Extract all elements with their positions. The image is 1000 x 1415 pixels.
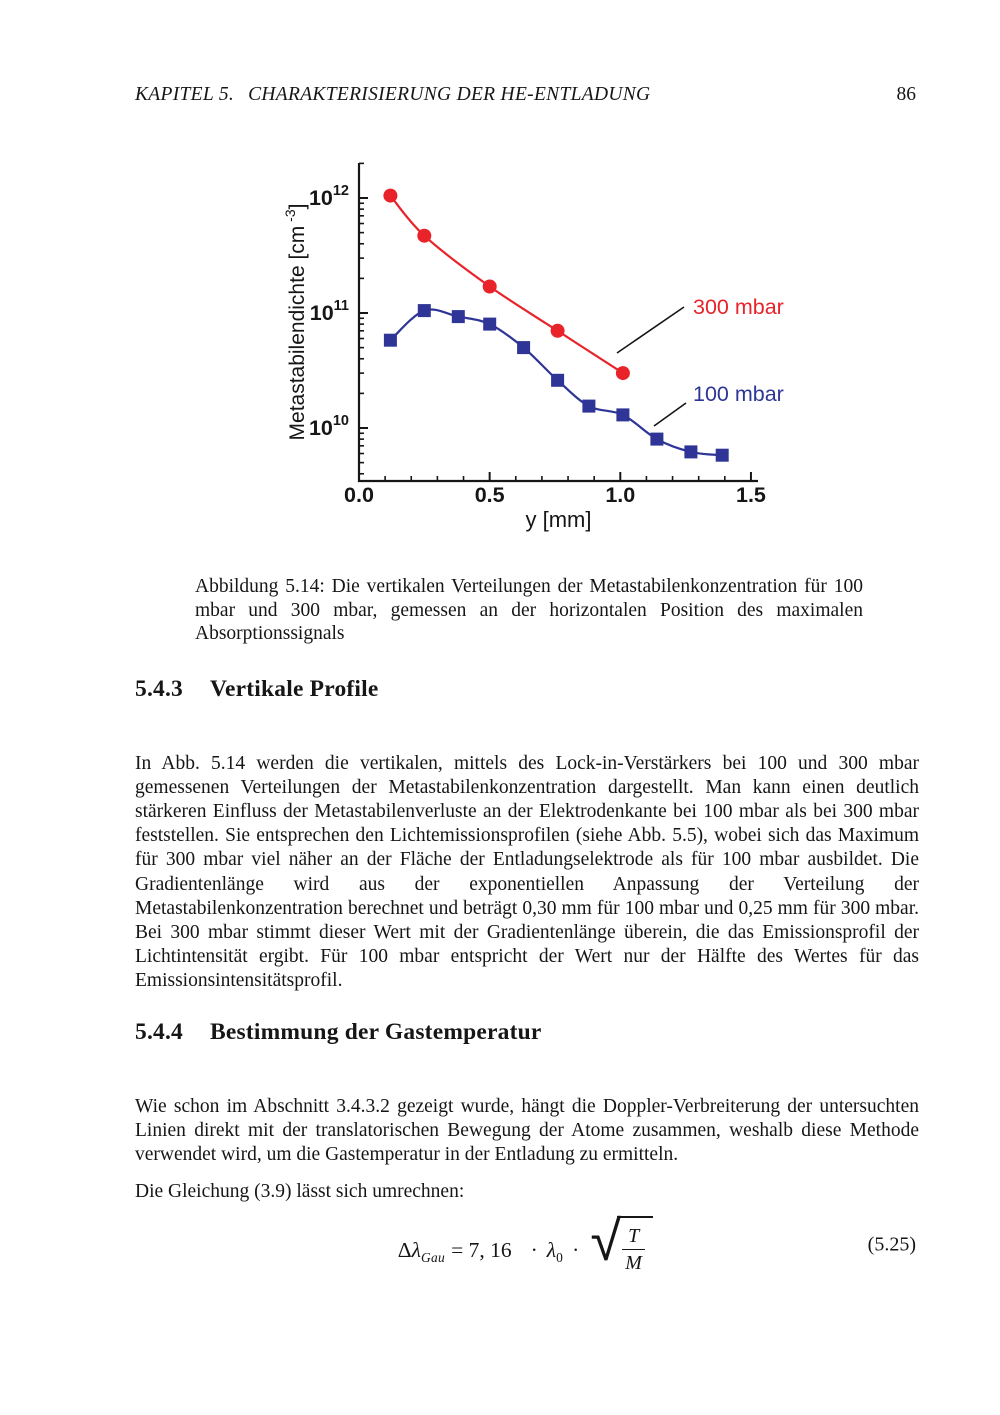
section-heading-5-4-4: 5.4.4 Bestimmung der Gastemperatur <box>135 1019 919 1046</box>
equation-5-25: ΔλGau = 7, 16 · λ0 · √ T M (5.25) <box>135 1198 916 1292</box>
x-axis-title: y [mm] <box>526 507 592 532</box>
data-point-100-mbar <box>551 373 565 387</box>
lambda-zero: λ <box>546 1237 557 1262</box>
equals-coefficient: = 7, 16 <box>451 1237 512 1262</box>
chapter-number: KAPITEL 5. <box>135 84 235 105</box>
chapter-title: CHARAKTERISIERUNG DER HE-ENTLADUNG <box>248 84 651 105</box>
radical-sign: √ <box>590 1208 622 1274</box>
data-point-100-mbar <box>684 445 698 459</box>
square-root: √ T M <box>590 1208 654 1275</box>
legend-pointer-300-mbar <box>616 306 685 354</box>
equation-intro-text: Die Gleichung (3.9) lässt sich umrechnen… <box>135 1180 465 1202</box>
figure-caption: Abbildung 5.14: Die vertikalen Verteilun… <box>195 576 863 645</box>
fraction-denominator: M <box>625 1252 642 1274</box>
zero-subscript: 0 <box>556 1249 564 1265</box>
x-tick-label: 1.5 <box>736 483 766 507</box>
y-tick-label: 1011 <box>310 298 349 325</box>
y-tick-label: 1012 <box>309 183 349 210</box>
legend-pointer-100-mbar <box>653 402 687 427</box>
data-point-100-mbar <box>616 408 630 422</box>
figure-5-14: 0.0 0.5 1.0 1.5 1010 1011 1012 300 mbar 100 mbar… <box>280 146 795 548</box>
data-point-300-mbar <box>383 188 398 203</box>
y-tick-label: 1010 <box>309 413 349 440</box>
legend-label-100-mbar: 100 mbar <box>693 382 784 406</box>
chapter-header: KAPITEL 5. CHARAKTERISIERUNG DER HE-ENTLA… <box>135 84 650 106</box>
cdot-operator: · <box>572 1237 580 1262</box>
delta-symbol: Δ <box>397 1237 412 1262</box>
x-tick-label: 0.0 <box>344 483 374 507</box>
section-title: Bestimmung der Gastemperatur <box>210 1019 542 1045</box>
section-number: 5.4.4 <box>135 1019 183 1045</box>
section-5-4-4-paragraph: Wie schon im Abschnitt 3.4.3.2 gezeigt w… <box>135 1095 919 1165</box>
section-heading-5-4-3: 5.4.3 Vertikale Profile <box>135 676 919 703</box>
axes <box>357 163 758 483</box>
section-5-4-3-paragraph: In Abb. 5.14 werden die vertikalen, mitt… <box>135 752 919 992</box>
x-tick-label: 1.0 <box>605 483 635 507</box>
cdot-operator: · <box>530 1237 538 1262</box>
data-point-100-mbar <box>582 399 596 413</box>
metastable-density-chart: 0.0 0.5 1.0 1.5 1010 1011 1012 300 mbar 100 mbar… <box>282 162 784 532</box>
data-point-300-mbar <box>615 366 630 381</box>
data-point-100-mbar <box>383 333 397 347</box>
y-axis-title: Metastabilendichte [cm -3] <box>282 204 309 441</box>
x-tick-label: 0.5 <box>475 483 505 507</box>
data-point-100-mbar <box>483 317 497 331</box>
data-point-100-mbar <box>417 304 431 318</box>
data-point-300-mbar <box>417 228 432 243</box>
data-point-100-mbar <box>650 432 664 446</box>
equation-number: (5.25) <box>867 1233 916 1256</box>
data-point-300-mbar <box>550 323 565 338</box>
equation-body: ΔλGau = 7, 16 · λ0 · √ T M <box>397 1208 654 1275</box>
gau-subscript: Gau <box>420 1249 446 1265</box>
section-title: Vertikale Profile <box>210 676 379 702</box>
data-point-100-mbar <box>715 448 729 462</box>
running-head: KAPITEL 5. CHARAKTERISIERUNG DER HE-ENTLA… <box>135 84 916 106</box>
page-number: 86 <box>896 84 917 105</box>
lambda-symbol: λ <box>411 1237 421 1262</box>
section-number: 5.4.3 <box>135 676 183 702</box>
data-point-100-mbar <box>517 341 531 355</box>
data-point-300-mbar <box>482 279 497 294</box>
series-line-300-mbar <box>389 194 624 375</box>
data-point-100-mbar <box>451 310 465 324</box>
fraction-numerator: T <box>622 1225 646 1250</box>
legend-label-300-mbar: 300 mbar <box>693 295 784 319</box>
